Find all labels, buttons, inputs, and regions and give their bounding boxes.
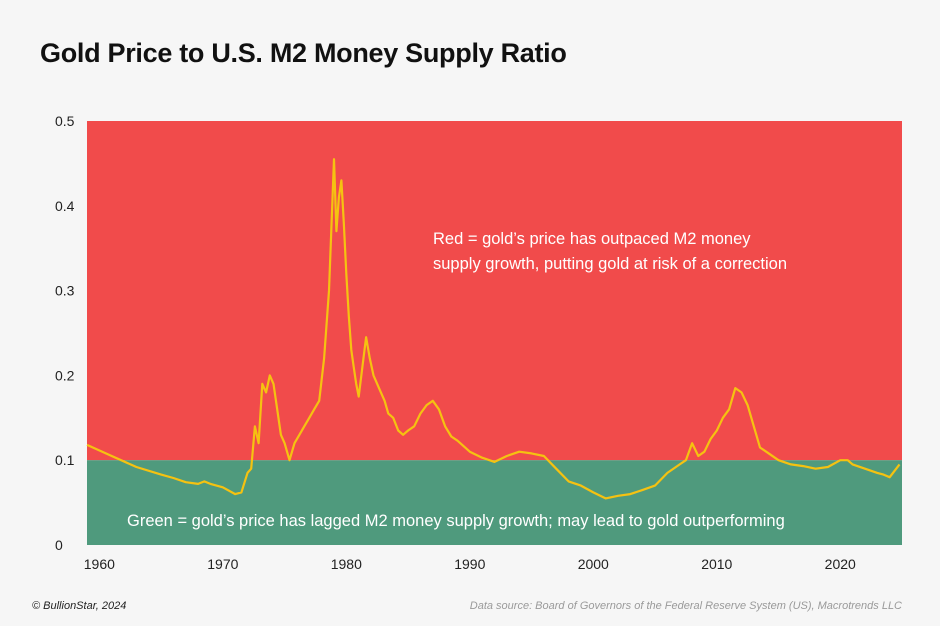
source-label: Data source: Board of Governors of the F… — [469, 600, 902, 612]
y-tick-label: 0.2 — [55, 367, 75, 383]
y-tick-label: 0.1 — [55, 452, 75, 468]
x-tick-label: 1970 — [207, 556, 238, 572]
red-annotation-line2: supply growth, putting gold at risk of a… — [433, 255, 787, 273]
x-tick-label: 2010 — [701, 556, 732, 572]
green-annotation: Green = gold’s price has lagged M2 money… — [127, 512, 785, 530]
y-tick-label: 0.4 — [55, 198, 75, 214]
x-tick-label: 2000 — [578, 556, 609, 572]
x-tick-label: 1980 — [331, 556, 362, 572]
x-axis: 1960 1970 1980 1990 2000 2010 2020 — [84, 556, 856, 572]
y-tick-label: 0 — [55, 537, 63, 553]
x-tick-label: 1960 — [84, 556, 115, 572]
x-tick-label: 1990 — [454, 556, 485, 572]
chart-title: Gold Price to U.S. M2 Money Supply Ratio — [40, 38, 567, 68]
y-tick-label: 0.5 — [55, 113, 75, 129]
y-tick-label: 0.3 — [55, 283, 75, 299]
y-axis: 0 0.1 0.2 0.3 0.4 0.5 — [55, 113, 75, 553]
green-zone-background — [87, 460, 902, 545]
red-annotation-line1: Red = gold’s price has outpaced M2 money — [433, 230, 751, 248]
ratio-series-line — [86, 158, 901, 500]
credit-label: © BullionStar, 2024 — [32, 600, 127, 612]
x-tick-label: 2020 — [825, 556, 856, 572]
red-zone-background — [87, 121, 902, 461]
